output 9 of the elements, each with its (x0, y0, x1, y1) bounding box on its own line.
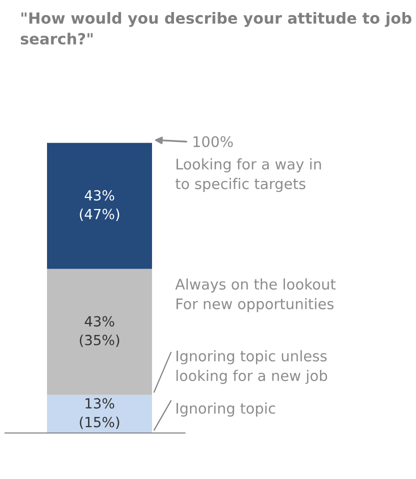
data-label: 13% (15%) (80, 398, 120, 429)
text: 100% (194, 136, 233, 148)
data-label: 43% (47%) (80, 190, 120, 221)
data-label: 43% (35%) (80, 316, 120, 347)
text: "How would you describe your attitude to job search?" (20, 12, 412, 45)
text: Looking for a way in to specific targets (176, 158, 321, 192)
text: Ignoring topic (176, 402, 276, 417)
text: Always on the lookout For new opportunities (175, 278, 336, 312)
text: Ignoring topic unless looking for a new job (176, 350, 328, 384)
